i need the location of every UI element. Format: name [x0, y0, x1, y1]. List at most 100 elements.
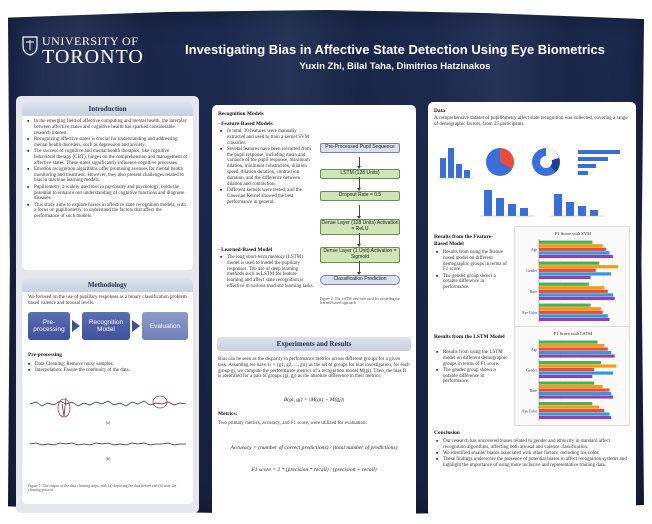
bar: [539, 307, 601, 311]
metrics-heading: Metrics:: [218, 411, 238, 417]
learned-model-bullet: The long short-term memory (LSTM) model …: [220, 255, 314, 290]
feature-models-list: In total, 30 features were manually extr…: [220, 129, 314, 206]
introduction-bullet: The success of cognitive and mental heal…: [27, 149, 188, 166]
country-bar-3: [578, 206, 586, 216]
lstm-results-list: Results from using the LSTM model on dif…: [436, 350, 508, 386]
eth-bar-1: [484, 190, 492, 216]
methodology-box: Methodology We focused on the use of pup…: [22, 278, 193, 504]
recognition-heading: Recognition Models: [218, 111, 264, 117]
bar: [539, 388, 610, 392]
accuracy-formula: Accuracy = (number of correct prediction…: [230, 445, 398, 451]
bar: [539, 251, 610, 255]
bar: [539, 268, 596, 272]
eye-bar-4: [578, 171, 588, 175]
logo-line1: UNIVERSITY OF: [42, 34, 139, 48]
category-label: Gender: [526, 368, 537, 372]
flow-arrow-2: [357, 177, 361, 191]
age-bar-chart: [438, 148, 474, 179]
conclusion-bullet: We identified smaller biases associated …: [436, 451, 630, 457]
svm-chart: F1 Score with SVM Age Gender Race Eye Color: [522, 231, 626, 323]
learned-model-heading: - Learned-Based Model: [218, 247, 273, 253]
bar: [539, 282, 589, 286]
bar: [539, 293, 613, 297]
flow-arrow-5: [357, 261, 361, 275]
gender-pie-slice-2: [500, 148, 514, 169]
bar: [539, 347, 608, 351]
pipeline-arrow-1: [72, 320, 80, 332]
bar: [539, 261, 600, 265]
bar: [539, 409, 605, 413]
signal-label-b: (b): [106, 456, 111, 461]
logo-line2: TORONTO: [42, 46, 144, 68]
poster-authors: Yuxin Zhi, Bilal Taha, Dimitrios Hatzina…: [299, 61, 491, 72]
lstm-results-bullet: The gender group shows a notable differe…: [436, 368, 508, 385]
pipeline-step-preprocessing: Pre-processing: [28, 312, 70, 340]
flow-arrow-1: [357, 157, 361, 169]
bar: [539, 314, 608, 318]
bar: [539, 374, 593, 379]
feature-models-heading: - Feature-Based Models: [218, 121, 273, 127]
pipeline-step-recognition: Recognition Model: [82, 312, 130, 340]
eth-bar-4: [520, 208, 528, 216]
eth-bar-2: [496, 198, 504, 216]
lstm-results-bullet: Results from using the LSTM model on dif…: [436, 350, 508, 367]
middle-column: Recognition Models - Feature-Based Model…: [212, 105, 416, 519]
flow-dense-1: Dense Layer (1 Unit) Activation = Sigmoi…: [320, 247, 400, 263]
bar: [539, 395, 613, 399]
flow-input: Pre-Processed Pupil Sequence: [320, 143, 400, 153]
eye-color-bar-chart: [578, 150, 620, 175]
bar: [539, 385, 603, 389]
bar: [539, 412, 610, 416]
category-label: Age: [531, 248, 537, 252]
f1-formula: F1 score = 2 * (precision * recall) / (p…: [251, 467, 377, 473]
bar: [539, 254, 613, 259]
poster-title: Investigating Bias in Affective State De…: [185, 42, 605, 57]
bar: [539, 340, 598, 344]
race-donut-hole: [540, 156, 552, 168]
feature-results-bullet: Results from using the feature based mod…: [436, 250, 508, 273]
country-bar-4: [590, 210, 598, 216]
category-label: Eye Color: [522, 311, 537, 315]
bar: [539, 354, 615, 358]
flow-arrow-4: [357, 233, 361, 247]
raw-signal-line: [29, 400, 187, 407]
introduction-bullet: Emotion recognition algorithms offer pro…: [27, 167, 188, 184]
bias-formula: B(gi, gj) = |M(gi) − M(gj)|: [283, 397, 345, 403]
bar: [539, 289, 608, 293]
bar: [539, 361, 601, 365]
bar: [539, 240, 593, 244]
eye-bar-3: [578, 164, 596, 168]
category-label: Gender: [526, 269, 537, 273]
gender-pie-chart: [486, 148, 514, 176]
country-bar-2: [566, 202, 574, 216]
bar: [539, 368, 595, 372]
lstm-chart-frame: F1 Score with LSTM Age Gender Race Eye Color: [514, 326, 630, 426]
experiments-heading: Experiments and Results: [217, 337, 411, 351]
bar: [539, 296, 615, 301]
demographics-charts: [434, 134, 630, 224]
flow-dense-128: Dense Layer (128 Units) Activation = ReL…: [320, 219, 400, 235]
conclusion-bullet: These findings underscore the presence o…: [436, 457, 630, 469]
signal-label-a: (a): [106, 420, 111, 425]
conclusion-list: Our research has uncovered biases relate…: [436, 439, 630, 469]
bar: [539, 265, 619, 269]
experiments-paragraph: Bias can be seen as the disparity in per…: [218, 357, 410, 380]
raw-signal-spike: [61, 397, 67, 417]
bar: [539, 415, 612, 420]
lstm-chart: F1 Score with LSTM Age Gender Race Eye Color: [522, 331, 626, 421]
pipeline-step-evaluation: Evaluation: [142, 312, 188, 340]
feature-model-bullet: Several features have been extracted fro…: [220, 147, 314, 188]
metrics-text: Two primary metrics, accuracy, and F1 sc…: [218, 421, 367, 426]
crest-icon: [22, 36, 38, 56]
chart-title: F1 Score with SVM: [555, 231, 591, 236]
bar: [539, 272, 612, 276]
introduction-bullet: In the emerging field of affective compu…: [27, 119, 188, 136]
preprocessing-list: Data Cleaning: Remove noisy samples.Inte…: [28, 362, 188, 375]
category-label: Race: [530, 290, 538, 294]
flow-arrow-3: [357, 205, 361, 219]
chart-title: F1 Score with LSTM: [554, 331, 592, 336]
preprocessing-heading: Pre-processing: [28, 352, 62, 358]
methodology-intro: We focused on the use of pupillary respo…: [28, 295, 187, 306]
eye-bar-1: [578, 150, 620, 154]
introduction-heading: Introduction: [22, 102, 193, 116]
